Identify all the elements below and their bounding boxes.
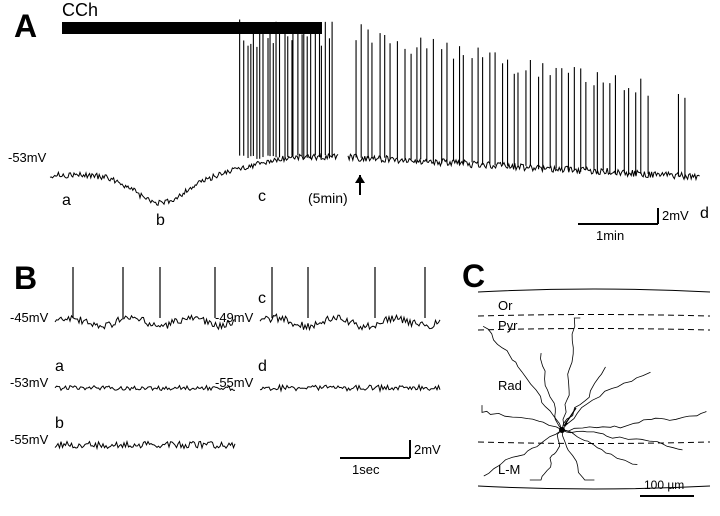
panel-a-sub-d: d [700,205,709,223]
layer-lm: L-M [498,462,520,477]
trace-d-tag: d [258,358,267,376]
panel-a-sub-a: a [62,192,71,210]
trace-top-v: -45mV [10,310,48,325]
trace-b-tag: b [55,415,64,433]
layer-rad: Rad [498,378,522,393]
panel-a-scale-x: 1min [596,228,624,243]
panel-c-label: C [462,258,485,295]
trace-a-tag: a [55,358,64,376]
cch-application-bar [62,22,322,34]
trace-a-v: -53mV [10,375,48,390]
trace-b-v: -55mV [10,432,48,447]
cch-label: CCh [62,0,98,21]
panel-a-label: A [14,8,37,45]
trace-d-v: -55mV [215,375,253,390]
panel-a-5min: (5min) [308,190,348,206]
panel-a-voltage: -53mV [8,150,46,165]
panel-b-scale-x: 1sec [352,462,379,477]
panel-b-label: B [14,260,37,297]
layer-or: Or [498,298,512,313]
trace-c-tag: c [258,290,266,308]
panel-a-sub-b: b [156,212,165,230]
trace-c-v: -49mV [215,310,253,325]
panel-b-scale-y: 2mV [414,442,441,457]
panel-c-scale-label: 100 µm [644,478,684,492]
panel-a-sub-c: c [258,188,266,206]
layer-pyr: Pyr [498,318,518,333]
panel-a-scale-y: 2mV [662,208,689,223]
